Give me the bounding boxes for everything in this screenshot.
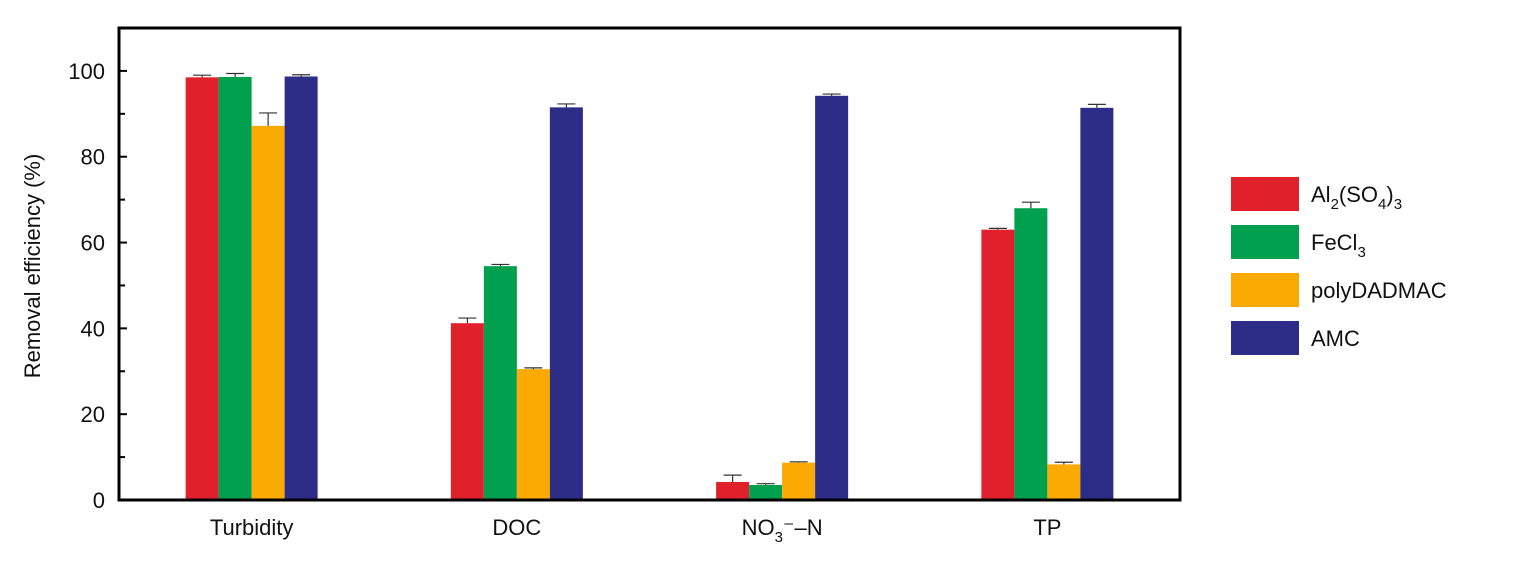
text-part: ): [1386, 182, 1393, 207]
text-part: ⁻: [783, 515, 795, 540]
legend-item: FeCl3: [1231, 225, 1366, 261]
text-part: 2: [1331, 196, 1339, 213]
legend-label: polyDADMAC: [1311, 278, 1447, 303]
text-part: 3: [1357, 244, 1365, 261]
text-part: –N: [795, 515, 823, 540]
bar: [218, 76, 252, 500]
legend-swatch: [1231, 273, 1299, 307]
legend-swatch: [1231, 321, 1299, 355]
y-axis: 0 20 40 60 80 100: [68, 59, 127, 513]
bar: [1014, 208, 1048, 500]
error-bars-layer: [193, 72, 1106, 485]
bar: [716, 481, 750, 500]
text-part: 3: [1394, 196, 1402, 213]
y-axis-label: Removal efficiency (%): [20, 154, 45, 379]
bar: [1080, 107, 1114, 500]
y-tick-label: 40: [81, 316, 105, 341]
text-part: (SO: [1339, 182, 1378, 207]
text-part: FeCl: [1311, 230, 1357, 255]
y-tick-label: 80: [81, 145, 105, 170]
x-tick-label: NO3⁻–N: [742, 515, 823, 546]
legend-label: AMC: [1311, 326, 1360, 351]
legend-label: FeCl3: [1311, 230, 1366, 261]
bar: [284, 76, 318, 500]
legend-swatch: [1231, 225, 1299, 259]
bar: [749, 484, 783, 500]
legend-item: Al2(SO4)3: [1231, 177, 1402, 213]
text-part: Al: [1311, 182, 1331, 207]
bar: [782, 462, 816, 500]
bar: [1047, 464, 1081, 500]
legend-item: polyDADMAC: [1231, 273, 1447, 307]
text-part: 3: [775, 529, 783, 546]
legend-label: Al2(SO4)3: [1311, 182, 1402, 213]
x-tick-label: Turbidity: [210, 515, 294, 540]
plot-frame: [117, 26, 1182, 502]
bar: [549, 107, 583, 500]
x-axis: Turbidity DOC NO3⁻–N TP: [210, 515, 1062, 546]
text-part: NO: [742, 515, 775, 540]
bars-layer: [185, 76, 1114, 501]
legend-swatch: [1231, 177, 1299, 211]
x-tick-label: DOC: [492, 515, 541, 540]
bar: [516, 369, 550, 500]
text-part: TP: [1033, 515, 1061, 540]
bar: [450, 323, 484, 500]
text-part: 4: [1378, 196, 1386, 213]
legend-item: AMC: [1231, 321, 1360, 355]
text-part: Turbidity: [210, 515, 294, 540]
bar: [185, 77, 219, 500]
bar: [483, 266, 517, 500]
y-tick-label: 20: [81, 402, 105, 427]
text-part: polyDADMAC: [1311, 278, 1447, 303]
bar: [251, 125, 285, 500]
bar: [981, 229, 1015, 500]
x-tick-label: TP: [1033, 515, 1061, 540]
y-tick-label: 100: [68, 59, 105, 84]
text-part: DOC: [492, 515, 541, 540]
text-part: AMC: [1311, 326, 1360, 351]
y-tick-label: 0: [93, 488, 105, 513]
bar: [815, 95, 849, 501]
y-tick-label: 60: [81, 231, 105, 256]
